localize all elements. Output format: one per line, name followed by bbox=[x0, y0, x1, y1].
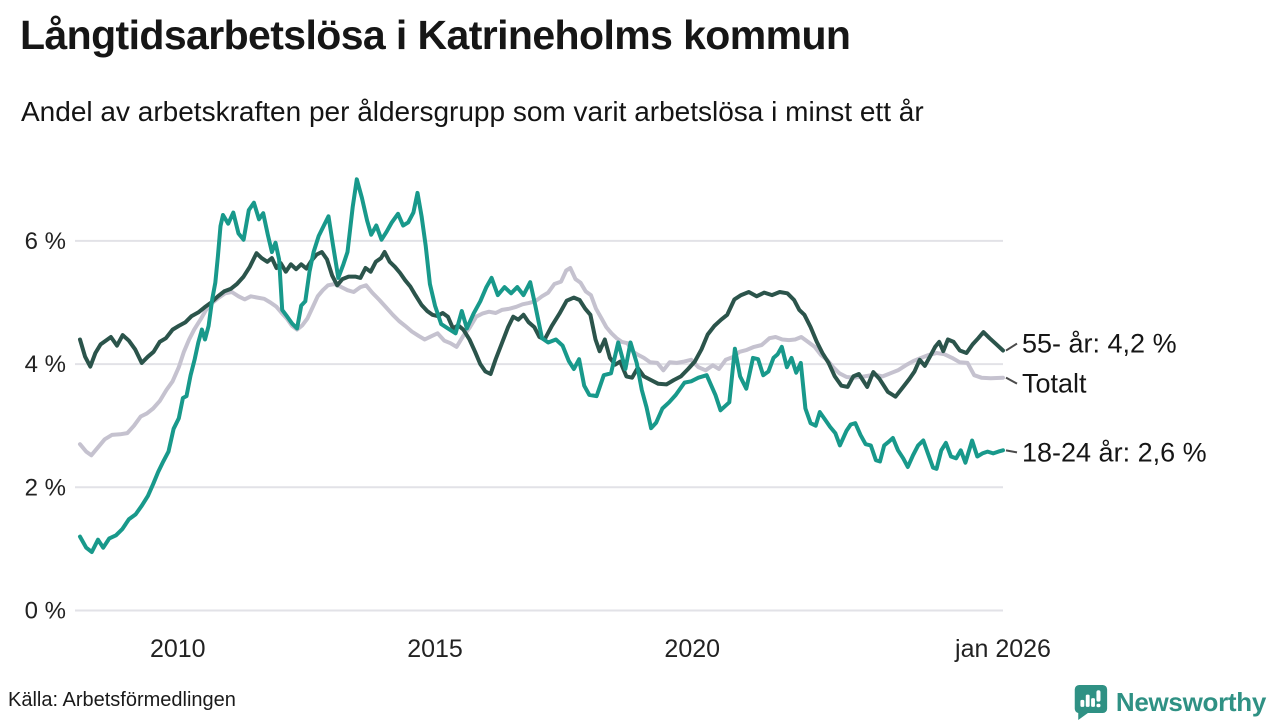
source-note: Källa: Arbetsförmedlingen bbox=[8, 689, 236, 711]
y-axis-label-2: 2 % bbox=[25, 474, 66, 501]
series-end-label-Totalt: Totalt bbox=[1022, 369, 1087, 399]
y-axis-label-4: 4 % bbox=[25, 351, 66, 378]
brand-name: Newsworthy bbox=[1115, 686, 1266, 717]
x-axis-label-2015: 2015 bbox=[407, 635, 463, 663]
page-title: Långtidsarbetslösa i Katrineholms kommun bbox=[20, 12, 851, 58]
series-line-18-24-år bbox=[78, 177, 1005, 554]
x-axis-label-2010: 2010 bbox=[150, 635, 206, 663]
label-connector-18-24-år bbox=[1005, 449, 1018, 454]
series-line-55--år bbox=[78, 250, 1005, 399]
series-end-label-55--år: 55- år: 4,2 % bbox=[1022, 329, 1177, 359]
x-axis-label-2020: 2020 bbox=[664, 635, 720, 663]
page-subtitle: Andel av arbetskraften per åldersgrupp s… bbox=[21, 96, 924, 127]
label-connector-Totalt bbox=[1005, 376, 1018, 385]
newsworthy-logo-icon bbox=[1074, 684, 1107, 720]
series-line-Totalt bbox=[78, 266, 1005, 458]
x-axis-label-jan-2026: jan 2026 bbox=[954, 635, 1051, 663]
y-axis-label-0: 0 % bbox=[25, 598, 66, 625]
logo-bar-chart-glyph bbox=[1080, 689, 1101, 707]
series-end-label-18-24-år: 18-24 år: 2,6 % bbox=[1022, 437, 1207, 467]
label-connector-55--år bbox=[1005, 342, 1018, 352]
logo-bubble-shape bbox=[1074, 684, 1107, 720]
y-axis-label-6: 6 % bbox=[25, 228, 66, 255]
brand-lockup: Newsworthy bbox=[1073, 683, 1266, 720]
